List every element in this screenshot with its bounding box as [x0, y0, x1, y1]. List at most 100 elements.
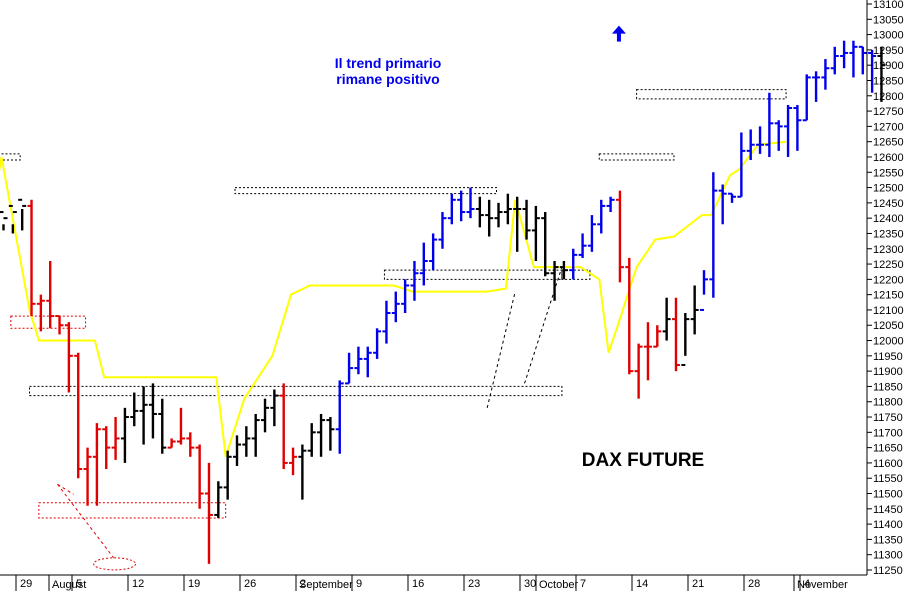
x-tick-label: 23 [468, 578, 480, 590]
ohlc-bar [326, 417, 335, 451]
y-tick-label: 12050 [873, 320, 904, 332]
ohlc-bar [615, 190, 624, 283]
ohlc-bar [681, 313, 690, 367]
ohlc-bar [298, 444, 307, 500]
ohlc-bar [204, 462, 213, 564]
channel-line [524, 266, 563, 384]
y-tick-label: 12900 [873, 60, 904, 72]
x-tick-label: 19 [188, 578, 200, 590]
ohlc-bar [382, 300, 391, 344]
up-arrow-icon [611, 25, 626, 42]
ohlc-bar [242, 426, 251, 457]
ohlc-bar [354, 346, 363, 375]
ohlc-bar [363, 346, 372, 378]
y-tick-label: 11550 [873, 473, 903, 485]
chart-title: DAX FUTURE [582, 450, 704, 471]
ohlc-bar [475, 196, 484, 228]
y-tick-label: 13100 [873, 0, 904, 11]
x-tick-label: 2 [300, 578, 306, 590]
ohlc-bar [46, 260, 55, 329]
y-tick-label: 12300 [873, 244, 904, 256]
ohlc-bar [261, 398, 270, 433]
ohlc-bar [270, 389, 279, 427]
ohlc-bar [849, 40, 858, 78]
level-box [598, 153, 675, 161]
x-tick-label: 29 [20, 578, 32, 590]
ohlc-bar [186, 432, 195, 457]
y-tick-label: 11700 [873, 427, 903, 439]
y-tick-label: 12950 [873, 45, 904, 57]
yellow-trend-line [0, 140, 787, 458]
ohlc-bar [503, 193, 512, 225]
ohlc-bar [289, 447, 298, 476]
y-tick-label: 11500 [873, 489, 903, 501]
y-tick-label: 11250 [873, 565, 903, 577]
ohlc-bar [559, 260, 568, 280]
ohlc-bar [223, 450, 232, 500]
ohlc-bar [233, 435, 241, 466]
y-tick-label: 12550 [873, 167, 904, 179]
ohlc-bar [784, 104, 793, 157]
ohlc-bar [457, 190, 466, 222]
ohlc-bar [167, 438, 176, 449]
y-tick-label: 12250 [873, 259, 904, 271]
y-tick-label: 13050 [873, 14, 904, 26]
y-axis-ticks: 11250 11300 11350 11400 11450 11500 11550 11600… [867, 0, 904, 577]
ohlc-bar [690, 285, 699, 335]
ohlc-bar [438, 212, 447, 249]
month-label: September [299, 579, 353, 591]
ohlc-bar [709, 172, 718, 298]
ohlc-bar [671, 297, 680, 372]
x-tick-label: 9 [356, 578, 362, 590]
ohlc-bar [429, 233, 438, 271]
x-tick-label: 12 [132, 578, 144, 590]
ohlc-bar [597, 199, 606, 234]
ohlc-bar [653, 325, 662, 348]
y-tick-label: 11400 [873, 519, 903, 531]
ohlc-bar [401, 279, 410, 314]
ohlc-bar [317, 413, 326, 457]
ohlc-bar [840, 40, 849, 69]
x-tick-label: 16 [412, 578, 424, 590]
annotation-line-1: Il trend primario [335, 55, 442, 71]
ohlc-bar [18, 198, 27, 231]
up-arrow-head [611, 25, 626, 34]
ohlc-bar [587, 215, 596, 252]
ohlc-bar [158, 398, 167, 454]
y-tick-label: 12650 [873, 137, 904, 149]
y-tick-label: 12500 [873, 183, 904, 195]
ohlc-bar [868, 49, 877, 93]
ohlc-bar [111, 417, 120, 460]
level-box [29, 385, 563, 397]
x-tick-label: 21 [692, 578, 704, 590]
level-box [0, 153, 21, 161]
ohlc-bar [466, 187, 475, 219]
ohlc-bar [541, 212, 550, 277]
annotation-line-2: rimane positivo [336, 71, 439, 87]
ohlc-bar [0, 211, 8, 231]
y-tick-label: 11650 [873, 443, 903, 455]
price-bars [0, 40, 886, 564]
level-box [561, 269, 591, 280]
y-tick-label: 11750 [873, 412, 903, 424]
ohlc-bar [830, 46, 839, 75]
ohlc-bar [55, 315, 64, 335]
x-tick-label: 30 [524, 578, 536, 590]
ohlc-bar [447, 193, 456, 225]
ohlc-bar [214, 481, 223, 518]
ohlc-bar [700, 270, 708, 311]
y-tick-label: 12750 [873, 106, 904, 118]
y-tick-label: 11350 [873, 534, 903, 546]
ohlc-bar [877, 46, 886, 102]
ohlc-bar [391, 291, 400, 323]
ohlc-bar [176, 407, 185, 445]
month-label: October [539, 579, 578, 591]
y-tick-label: 11300 [873, 550, 903, 562]
ohlc-bar [802, 74, 811, 122]
y-tick-label: 12850 [873, 75, 904, 87]
ohlc-bar [522, 199, 531, 240]
level-box [234, 187, 498, 195]
level-box [383, 269, 563, 280]
